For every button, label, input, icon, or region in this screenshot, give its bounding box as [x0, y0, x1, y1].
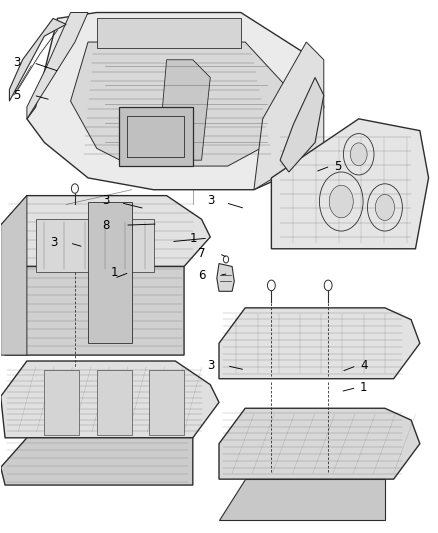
- Text: 4: 4: [360, 359, 367, 372]
- Polygon shape: [71, 42, 289, 166]
- Circle shape: [375, 195, 395, 221]
- Polygon shape: [219, 308, 420, 379]
- Text: 1: 1: [111, 266, 119, 279]
- Polygon shape: [27, 12, 324, 190]
- Polygon shape: [280, 77, 324, 172]
- Text: 5: 5: [334, 159, 341, 173]
- Polygon shape: [1, 196, 27, 355]
- Polygon shape: [149, 370, 184, 435]
- Polygon shape: [1, 438, 193, 485]
- Polygon shape: [1, 266, 184, 355]
- Circle shape: [71, 184, 78, 193]
- Text: 3: 3: [207, 194, 215, 207]
- Polygon shape: [27, 12, 88, 119]
- Polygon shape: [97, 19, 241, 48]
- Polygon shape: [158, 60, 210, 160]
- Polygon shape: [119, 107, 193, 166]
- Text: 3: 3: [13, 56, 20, 69]
- Polygon shape: [44, 370, 79, 435]
- Circle shape: [350, 143, 367, 166]
- Polygon shape: [219, 408, 420, 479]
- Polygon shape: [254, 42, 324, 190]
- Text: 1: 1: [190, 232, 197, 245]
- Polygon shape: [272, 119, 428, 249]
- Text: 1: 1: [360, 381, 367, 394]
- Polygon shape: [88, 201, 132, 343]
- Polygon shape: [10, 19, 66, 101]
- Circle shape: [223, 256, 229, 263]
- Circle shape: [329, 185, 353, 218]
- Polygon shape: [1, 361, 219, 438]
- Polygon shape: [217, 263, 234, 292]
- Polygon shape: [1, 196, 210, 266]
- Text: 3: 3: [50, 236, 57, 249]
- Circle shape: [324, 280, 332, 290]
- Text: 7: 7: [198, 247, 206, 260]
- Text: 3: 3: [102, 194, 110, 207]
- Text: 8: 8: [102, 219, 110, 232]
- Polygon shape: [97, 370, 132, 435]
- Polygon shape: [219, 479, 385, 521]
- Circle shape: [268, 280, 276, 290]
- Text: 5: 5: [13, 88, 20, 102]
- Polygon shape: [35, 219, 153, 272]
- Text: 6: 6: [198, 269, 206, 282]
- Text: 3: 3: [207, 359, 215, 372]
